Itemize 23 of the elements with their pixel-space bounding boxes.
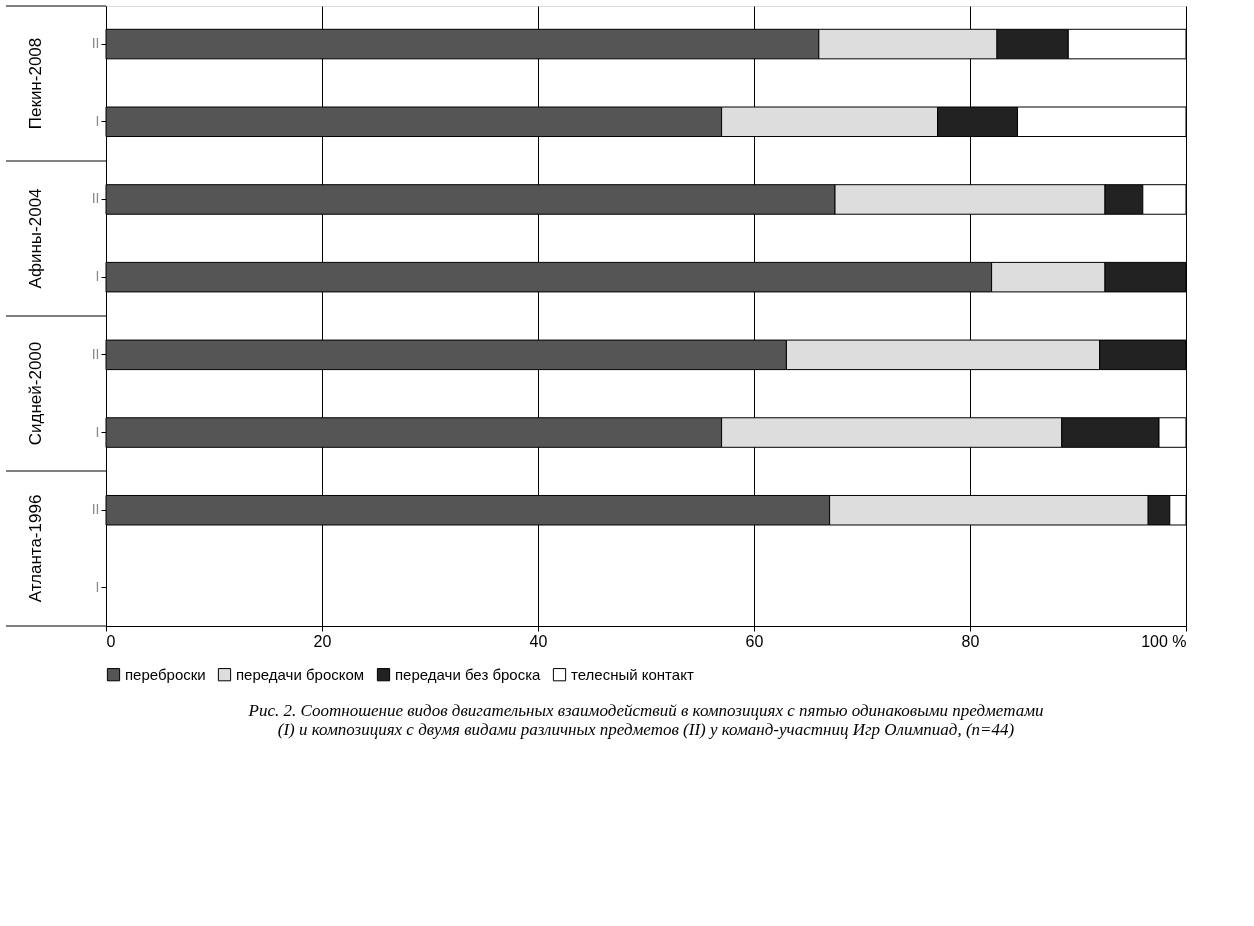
text: Пекин-2008 (26, 37, 45, 130)
y-tick-label: I (95, 112, 100, 129)
x-tick-label: 100 % (1141, 632, 1187, 650)
y-tick-label: I (95, 268, 100, 285)
x-tick-label: 20 (313, 632, 332, 650)
text: Атланта-1996 (26, 494, 45, 603)
x-tick-label: 60 (745, 632, 764, 650)
y-tick-label: II (91, 501, 100, 518)
y-tick-label: II (91, 345, 100, 362)
legend-label: передачи броском (236, 665, 365, 683)
legend-label: телесный контакт (571, 665, 694, 683)
text: Рис. 2. Соотношение видов двигательных взаимодействий в композициях с пятью одинаковыми предметами (I) и композициях с двумя видами различных предметов (II) у команд-участниц Игр Олимпиад, (n=44) (247, 701, 1044, 739)
x-tick-label: 0 (106, 632, 116, 650)
y-tick-label: II (91, 35, 100, 52)
y-tick-label: II (91, 190, 100, 207)
x-tick-label: 40 (529, 632, 548, 650)
text: Сидней-2000 (26, 341, 45, 446)
legend-label: переброски (125, 665, 206, 683)
text: Афины-2004 (26, 188, 45, 289)
y-tick-label: I (95, 423, 100, 440)
y-tick-label: I (95, 578, 100, 595)
legend-label: передачи без броска (395, 665, 542, 683)
x-tick-label: 80 (961, 632, 980, 650)
